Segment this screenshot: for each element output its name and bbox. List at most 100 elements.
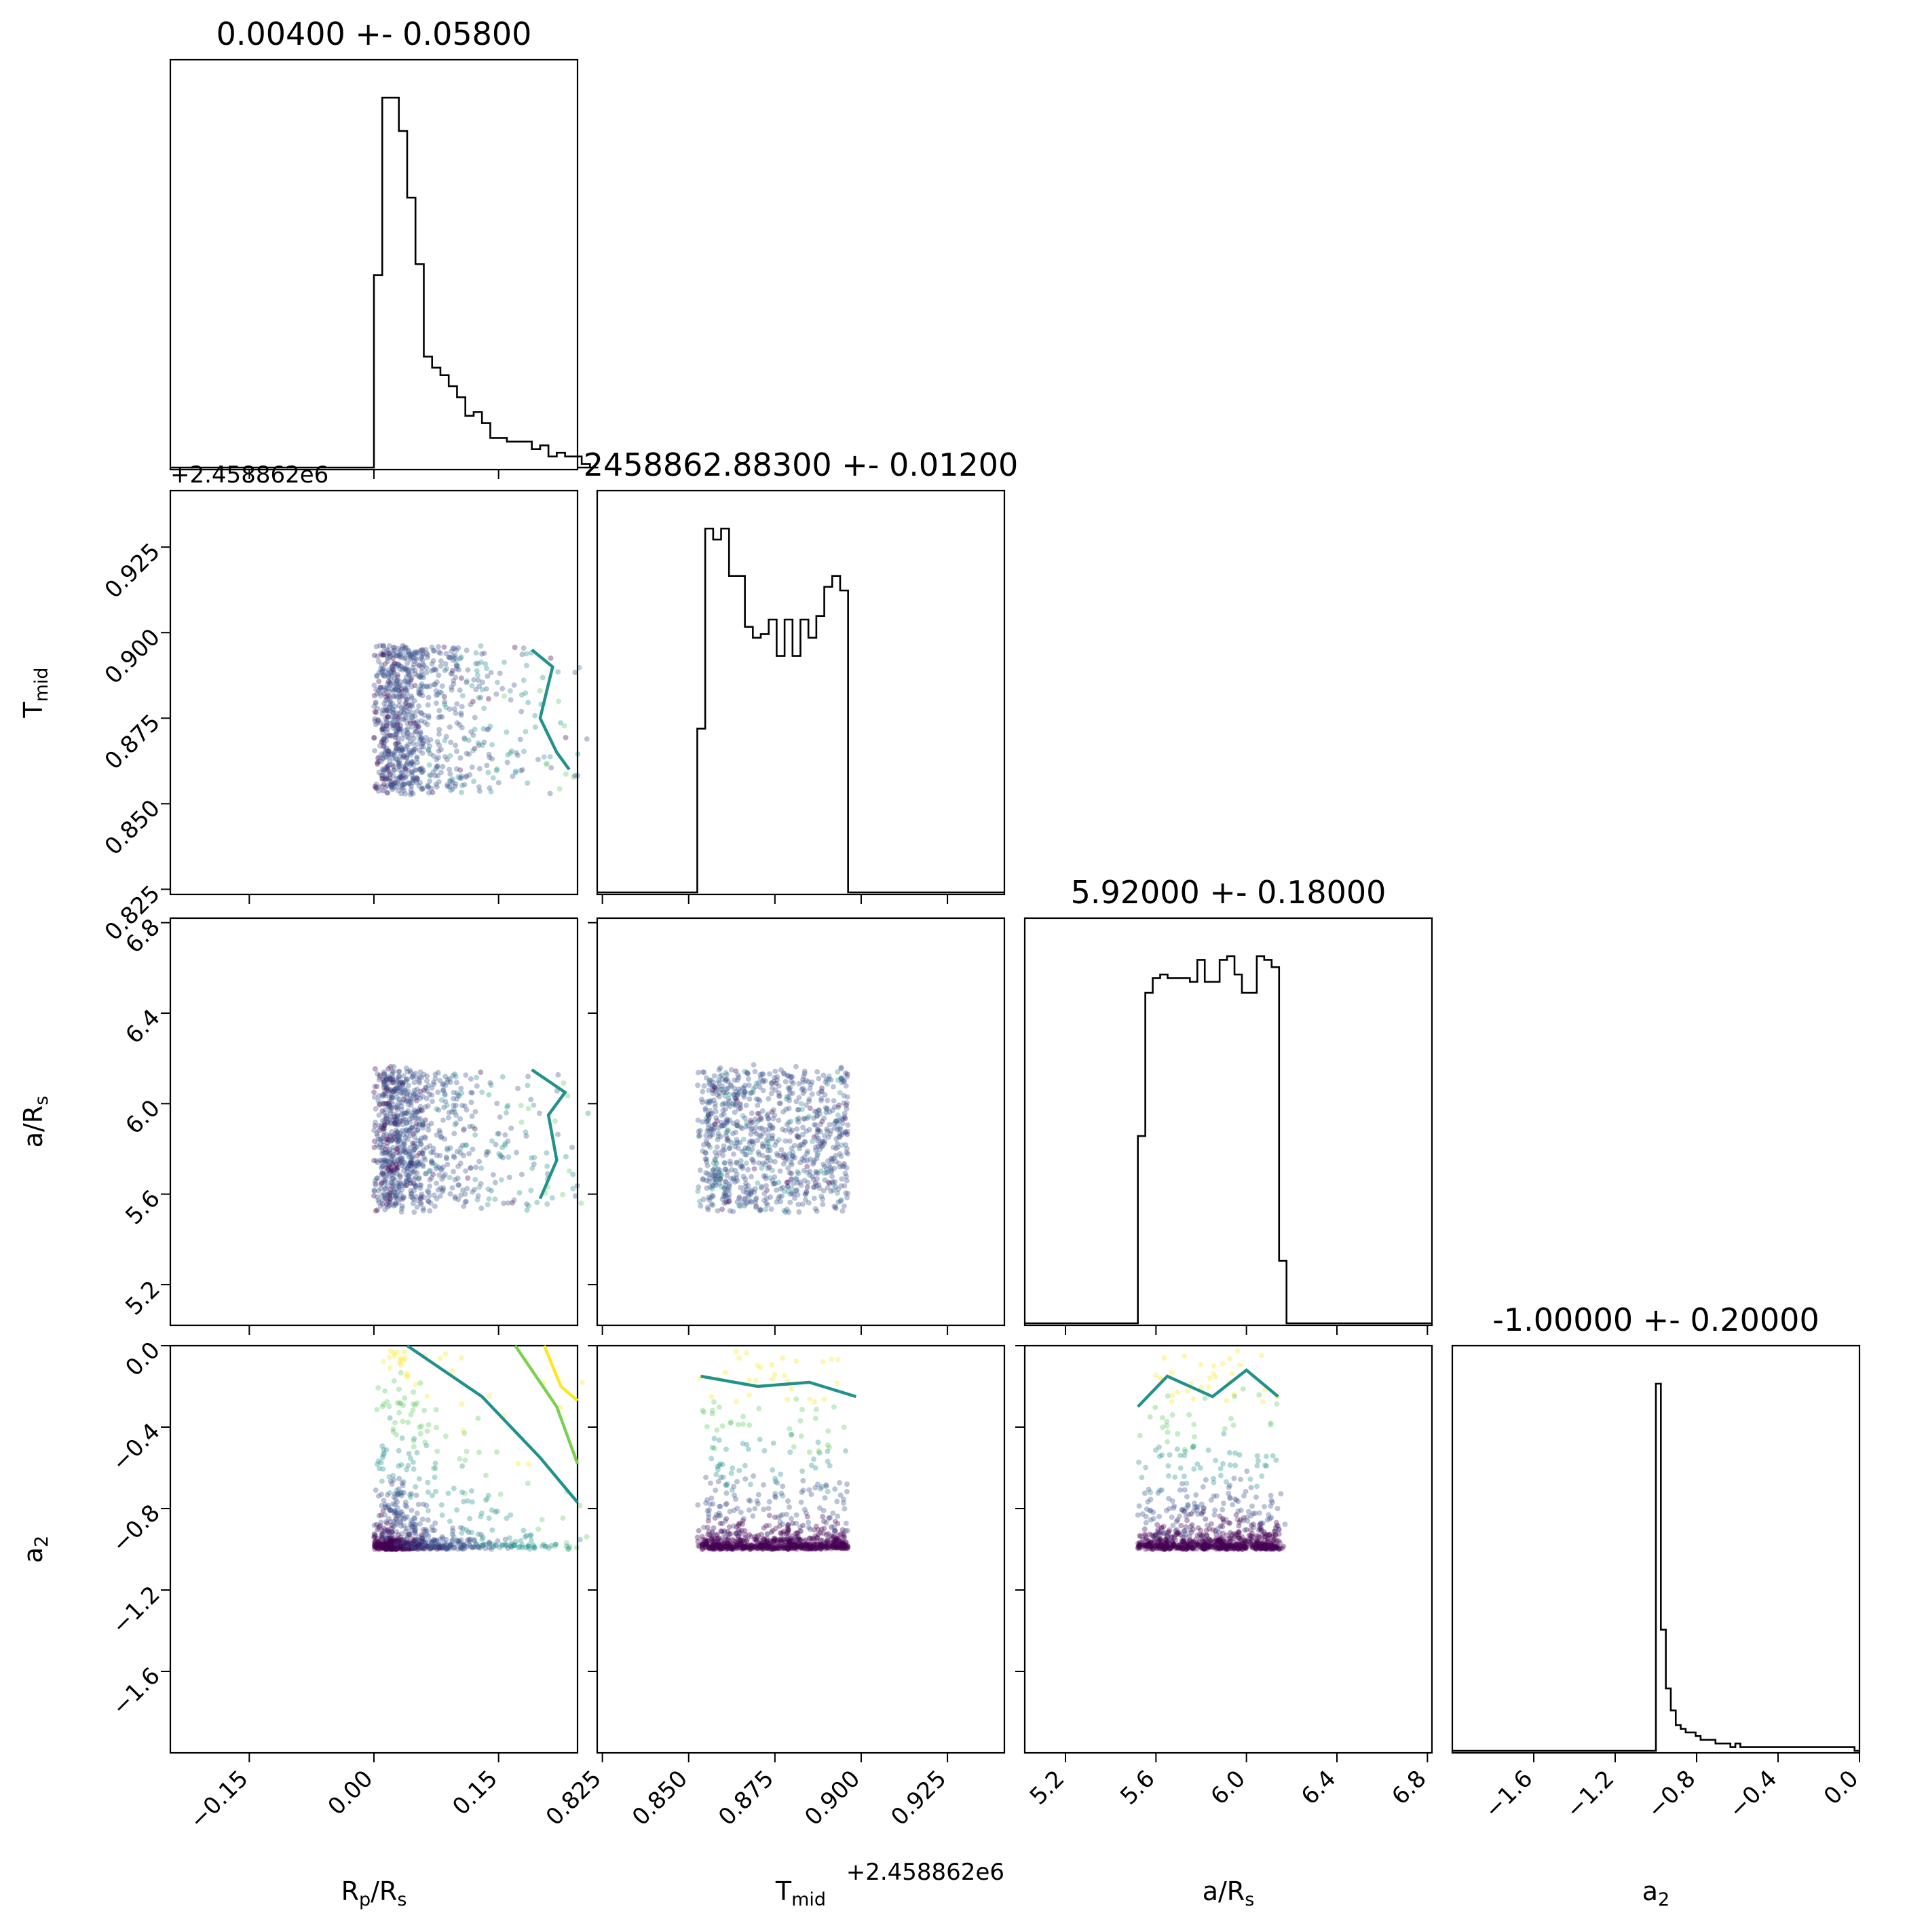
scatter-point xyxy=(413,1120,419,1126)
scatter-point xyxy=(720,1474,726,1480)
scatter-point xyxy=(451,656,457,662)
scatter-point xyxy=(416,783,422,789)
scatter-point xyxy=(449,776,455,782)
scatter-point xyxy=(486,1515,492,1521)
scatter-point xyxy=(518,1538,524,1544)
scatter-point xyxy=(1198,1362,1204,1367)
scatter-point xyxy=(429,644,435,650)
scatter-point xyxy=(548,765,554,771)
scatter-point xyxy=(394,745,400,751)
scatter-point xyxy=(569,1144,575,1150)
scatter-point xyxy=(436,1107,442,1113)
scatter-point xyxy=(472,715,478,721)
scatter-point xyxy=(373,1208,379,1214)
scatter-point xyxy=(409,713,415,719)
scatter-point xyxy=(823,1483,829,1490)
scatter-point xyxy=(508,1125,514,1131)
scatter-point xyxy=(442,699,448,705)
scatter-point xyxy=(831,1144,836,1150)
scatter-point xyxy=(379,738,385,744)
scatter-point xyxy=(519,651,525,658)
scatter-point xyxy=(380,685,386,691)
scatter-point xyxy=(401,709,407,715)
scatter-point xyxy=(390,1079,396,1085)
scatter-point xyxy=(379,751,385,757)
scatter-point xyxy=(458,1192,464,1198)
scatter-point xyxy=(415,1116,421,1122)
histogram-step-line xyxy=(597,527,1004,894)
scatter-point xyxy=(837,1090,843,1096)
scatter-point xyxy=(822,1163,827,1169)
scatter-point xyxy=(1238,1477,1243,1483)
scatter-point xyxy=(417,766,423,772)
scatter-point xyxy=(387,1415,393,1421)
scatter-point xyxy=(485,726,491,732)
scatter-point xyxy=(388,1348,394,1354)
scatter-point xyxy=(502,1142,508,1148)
scatter-point xyxy=(1167,1452,1173,1458)
scatter-point xyxy=(556,786,563,792)
scatter-point xyxy=(416,691,422,697)
scatter-point xyxy=(383,715,389,721)
scatter-point xyxy=(388,782,394,789)
scatter-point xyxy=(429,1159,435,1165)
scatter-point xyxy=(844,1094,850,1100)
scatter-point xyxy=(391,667,397,673)
scatter-point xyxy=(442,738,448,744)
scatter-point xyxy=(785,1397,790,1402)
scatter-point xyxy=(794,1187,800,1193)
scatter-point xyxy=(443,651,449,657)
scatter-point xyxy=(425,1517,431,1523)
scatter-point xyxy=(398,705,404,711)
scatter-point xyxy=(446,654,452,660)
scatter-point xyxy=(388,784,394,791)
scatter-point xyxy=(448,740,454,745)
scatter-point xyxy=(480,1541,487,1547)
scatter-point xyxy=(436,1127,442,1133)
scatter-point xyxy=(709,1394,715,1400)
scatter-point xyxy=(383,685,389,692)
scatter-point xyxy=(418,683,423,689)
scatter-point xyxy=(422,1157,428,1162)
scatter-point xyxy=(799,1468,806,1474)
scatter-point xyxy=(821,1115,827,1121)
scatter-point xyxy=(396,698,402,704)
scatter-point xyxy=(431,1081,437,1087)
scatter-point xyxy=(381,691,387,696)
scatter-point xyxy=(445,1147,451,1153)
scatter-point xyxy=(528,1532,534,1538)
scatter-point xyxy=(734,1171,740,1177)
scatter-point xyxy=(425,1508,431,1514)
scatter-point xyxy=(483,1473,489,1479)
scatter-point xyxy=(825,1097,831,1103)
scatter-point xyxy=(381,1359,387,1365)
scatter-point xyxy=(435,773,441,779)
scatter-point xyxy=(390,763,396,770)
scatter-point xyxy=(844,1194,850,1200)
scatter-point xyxy=(418,686,424,692)
scatter-point xyxy=(377,685,383,691)
scatter-point xyxy=(385,650,392,656)
scatter-point xyxy=(400,782,407,787)
x-tick-label: 0.00 xyxy=(323,1765,379,1821)
scatter-point xyxy=(385,658,391,664)
scatter-point xyxy=(732,1492,737,1498)
scatter-point xyxy=(414,708,420,714)
scatter-point xyxy=(766,1144,772,1150)
scatter-point xyxy=(827,1122,833,1128)
scatter-point xyxy=(749,1189,755,1195)
scatter-point xyxy=(452,653,458,658)
scatter-point xyxy=(406,768,411,774)
scatter-point xyxy=(718,1183,724,1190)
scatter-point xyxy=(376,770,382,776)
scatter-point xyxy=(459,1489,465,1495)
panel-frame xyxy=(169,489,579,896)
scatter-point xyxy=(398,791,404,797)
scatter-point xyxy=(428,668,434,674)
scatter-point xyxy=(382,661,388,667)
scatter-point xyxy=(455,1163,461,1169)
scatter-point xyxy=(415,649,421,656)
scatter-point xyxy=(772,1068,778,1074)
scatter-point xyxy=(380,643,386,649)
scatter-point xyxy=(418,1423,424,1429)
